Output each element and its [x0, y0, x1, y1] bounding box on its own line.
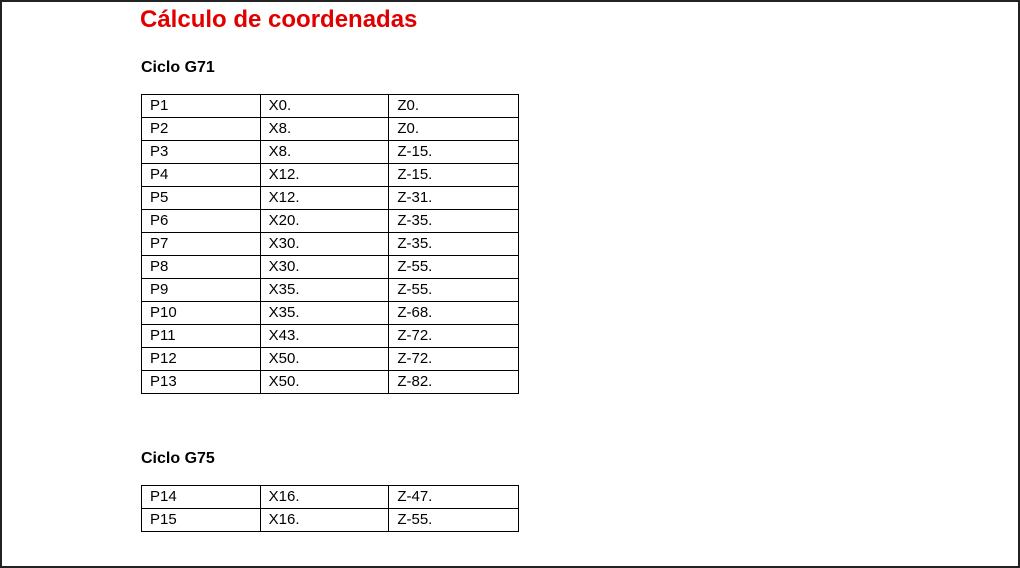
z-coordinate-cell: Z-15.	[388, 163, 519, 187]
x-coordinate-cell: X50.	[259, 347, 390, 371]
x-coordinate-cell: X35.	[259, 278, 390, 302]
x-coordinate-cell: X8.	[259, 117, 390, 141]
point-cell: P5	[141, 186, 261, 210]
z-coordinate-cell: Z-35.	[388, 232, 519, 256]
z-coordinate-cell: Z-35.	[388, 209, 519, 233]
point-cell: P8	[141, 255, 261, 279]
section-heading-g71: Ciclo G71	[141, 59, 215, 76]
z-coordinate-cell: Z-31.	[388, 186, 519, 210]
z-coordinate-cell: Z-82.	[388, 370, 519, 394]
z-coordinate-cell: Z-47.	[388, 485, 519, 509]
point-cell: P2	[141, 117, 261, 141]
table-row: P2 X8. Z0.	[141, 117, 519, 141]
page-title: Cálculo de coordenadas	[140, 6, 418, 33]
point-cell: P1	[141, 94, 261, 118]
table-row: P12 X50. Z-72.	[141, 347, 519, 371]
z-coordinate-cell: Z0.	[388, 94, 519, 118]
table-row: P3 X8. Z-15.	[141, 140, 519, 164]
z-coordinate-cell: Z-55.	[388, 508, 519, 532]
point-cell: P15	[141, 508, 261, 532]
point-cell: P13	[141, 370, 261, 394]
point-cell: P11	[141, 324, 261, 348]
x-coordinate-cell: X30.	[259, 255, 390, 279]
table-row: P10 X35. Z-68.	[141, 301, 519, 325]
table-row: P9 X35. Z-55.	[141, 278, 519, 302]
z-coordinate-cell: Z-72.	[388, 347, 519, 371]
table-row: P11 X43. Z-72.	[141, 324, 519, 348]
point-cell: P10	[141, 301, 261, 325]
table-row: P13 X50. Z-82.	[141, 370, 519, 394]
x-coordinate-cell: X50.	[259, 370, 390, 394]
point-cell: P6	[141, 209, 261, 233]
x-coordinate-cell: X43.	[259, 324, 390, 348]
point-cell: P4	[141, 163, 261, 187]
table-row: P1 X0. Z0.	[141, 94, 519, 118]
x-coordinate-cell: X30.	[259, 232, 390, 256]
point-cell: P9	[141, 278, 261, 302]
z-coordinate-cell: Z-15.	[388, 140, 519, 164]
z-coordinate-cell: Z-72.	[388, 324, 519, 348]
z-coordinate-cell: Z-68.	[388, 301, 519, 325]
table-row: P15 X16. Z-55.	[141, 508, 519, 532]
table-row: P7 X30. Z-35.	[141, 232, 519, 256]
x-coordinate-cell: X35.	[259, 301, 390, 325]
z-coordinate-cell: Z-55.	[388, 255, 519, 279]
table-row: P4 X12. Z-15.	[141, 163, 519, 187]
table-row: P6 X20. Z-35.	[141, 209, 519, 233]
point-cell: P7	[141, 232, 261, 256]
table-row: P8 X30. Z-55.	[141, 255, 519, 279]
z-coordinate-cell: Z0.	[388, 117, 519, 141]
x-coordinate-cell: X12.	[259, 163, 390, 187]
point-cell: P3	[141, 140, 261, 164]
table-row: P14 X16. Z-47.	[141, 485, 519, 509]
table-row: P5 X12. Z-31.	[141, 186, 519, 210]
x-coordinate-cell: X20.	[259, 209, 390, 233]
z-coordinate-cell: Z-55.	[388, 278, 519, 302]
point-cell: P14	[141, 485, 261, 509]
x-coordinate-cell: X0.	[259, 94, 390, 118]
coordinates-table-g71: P1 X0. Z0. P2 X8. Z0. P3 X8. Z-15. P4 X12. Z-15. P5 X…	[141, 94, 519, 394]
point-cell: P12	[141, 347, 261, 371]
x-coordinate-cell: X8.	[259, 140, 390, 164]
x-coordinate-cell: X16.	[259, 485, 390, 509]
coordinates-table-g75: P14 X16. Z-47. P15 X16. Z-55.	[141, 485, 519, 532]
section-heading-g75: Ciclo G75	[141, 450, 215, 467]
x-coordinate-cell: X12.	[259, 186, 390, 210]
x-coordinate-cell: X16.	[259, 508, 390, 532]
